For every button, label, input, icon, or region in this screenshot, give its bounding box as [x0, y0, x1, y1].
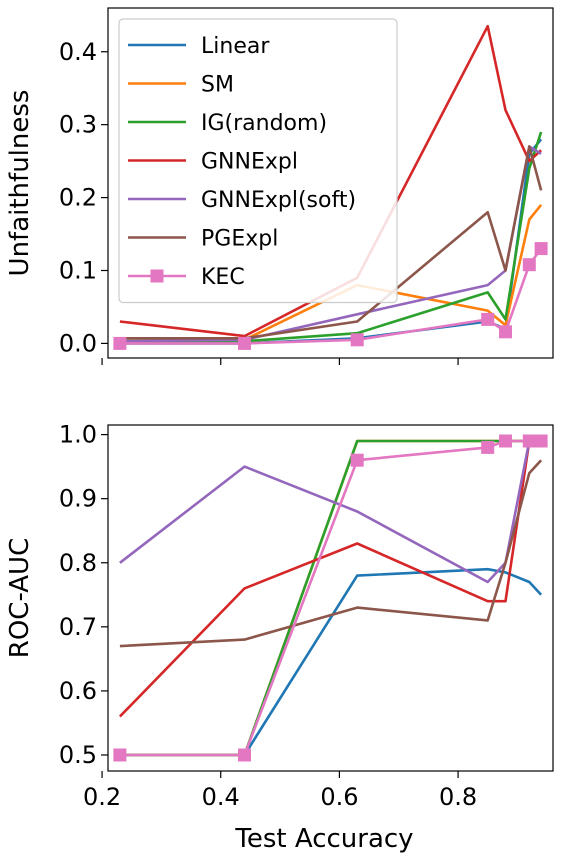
series-pgexpl — [119, 459, 543, 648]
x-axis-label: Test Accuracy — [234, 824, 413, 854]
data-point-kec — [534, 434, 548, 448]
data-point-kec — [499, 325, 512, 339]
legend-entry-gnnexpl: GNNExpl — [128, 150, 298, 175]
series-gnnexpl — [119, 24, 542, 338]
x-tick-label: 0.2 — [83, 783, 121, 811]
y-tick-label: 0.2 — [59, 184, 97, 212]
y-axis-label: ROC-AUC — [5, 538, 35, 658]
data-point-kec — [522, 434, 536, 448]
y-tick-label: 0.7 — [59, 613, 97, 641]
data-point-kec — [499, 434, 512, 448]
y-tick-label: 0.1 — [59, 257, 97, 285]
legend-label: GNNExpl(soft) — [201, 188, 356, 213]
axes-frame — [107, 424, 554, 772]
data-point-kec — [481, 312, 495, 326]
series-gnnexpl-soft — [119, 439, 542, 584]
series-kec — [113, 434, 548, 762]
y-tick-label: 1.0 — [59, 421, 97, 449]
data-point-kec — [113, 336, 127, 350]
legend-entry-pgexpl: PGExpl — [128, 227, 278, 252]
series-line-gnnexpl — [119, 24, 542, 338]
y-tick-label: 0.8 — [59, 549, 97, 577]
series-line-gnnexpl-soft — [119, 439, 542, 584]
x-tick-label: 0.6 — [320, 783, 358, 811]
legend-label: PGExpl — [201, 227, 278, 252]
legend-label: IG(random) — [201, 111, 327, 136]
y-tick-label: 0.4 — [59, 38, 97, 66]
legend-entry-ig-random: IG(random) — [128, 111, 327, 136]
legend-entry-gnnexpl-soft: GNNExpl(soft) — [128, 188, 356, 213]
legend-entry-kec: KEC — [128, 265, 245, 290]
roc-auc-panel: 0.2 0.4 0.6 0.8 0.5 0.6 0.7 0.8 0.9 1.0 ROC-AUC Tes… — [5, 421, 554, 854]
series-line-gnnexpl — [118, 439, 542, 718]
y-tick-label: 0.3 — [59, 111, 97, 139]
legend-label: Linear — [201, 34, 270, 59]
unfaithfulness-panel: 0.0 0.1 0.2 0.3 0.4 Unfaithfulness Linear SM IG(… — [5, 7, 554, 365]
legend-label: SM — [201, 73, 234, 98]
data-point-kec — [534, 242, 548, 256]
series-line-pgexpl — [119, 459, 543, 648]
y-axis-label: Unfaithfulness — [5, 90, 35, 277]
data-point-kec — [350, 453, 364, 467]
y-tick-label: 0.9 — [59, 485, 97, 513]
legend-box — [118, 18, 398, 304]
data-point-kec — [481, 440, 495, 454]
y-tick-label: 0.6 — [59, 677, 97, 705]
legend-entry-linear: Linear — [128, 34, 270, 59]
y-tick-label: 0.0 — [59, 329, 97, 357]
legend-label: GNNExpl — [201, 150, 298, 175]
data-point-kec — [238, 336, 251, 350]
legend-label: KEC — [201, 265, 245, 290]
data-point-kec — [113, 748, 127, 762]
axes-frame — [107, 7, 554, 359]
legend-marker — [150, 269, 164, 283]
series-gnnexpl — [118, 439, 542, 718]
legend: Linear SM IG(random) GNNExpl GNNExpl(soft) PG… — [118, 18, 398, 304]
x-tick-label: 0.8 — [439, 783, 477, 811]
x-tick-label: 0.4 — [202, 783, 240, 811]
y-tick-label: 0.5 — [59, 741, 97, 769]
data-point-kec — [350, 333, 364, 347]
data-point-kec — [522, 258, 536, 272]
data-point-kec — [238, 748, 251, 762]
series-kec — [113, 242, 548, 350]
legend-entry-sm: SM — [128, 73, 234, 98]
